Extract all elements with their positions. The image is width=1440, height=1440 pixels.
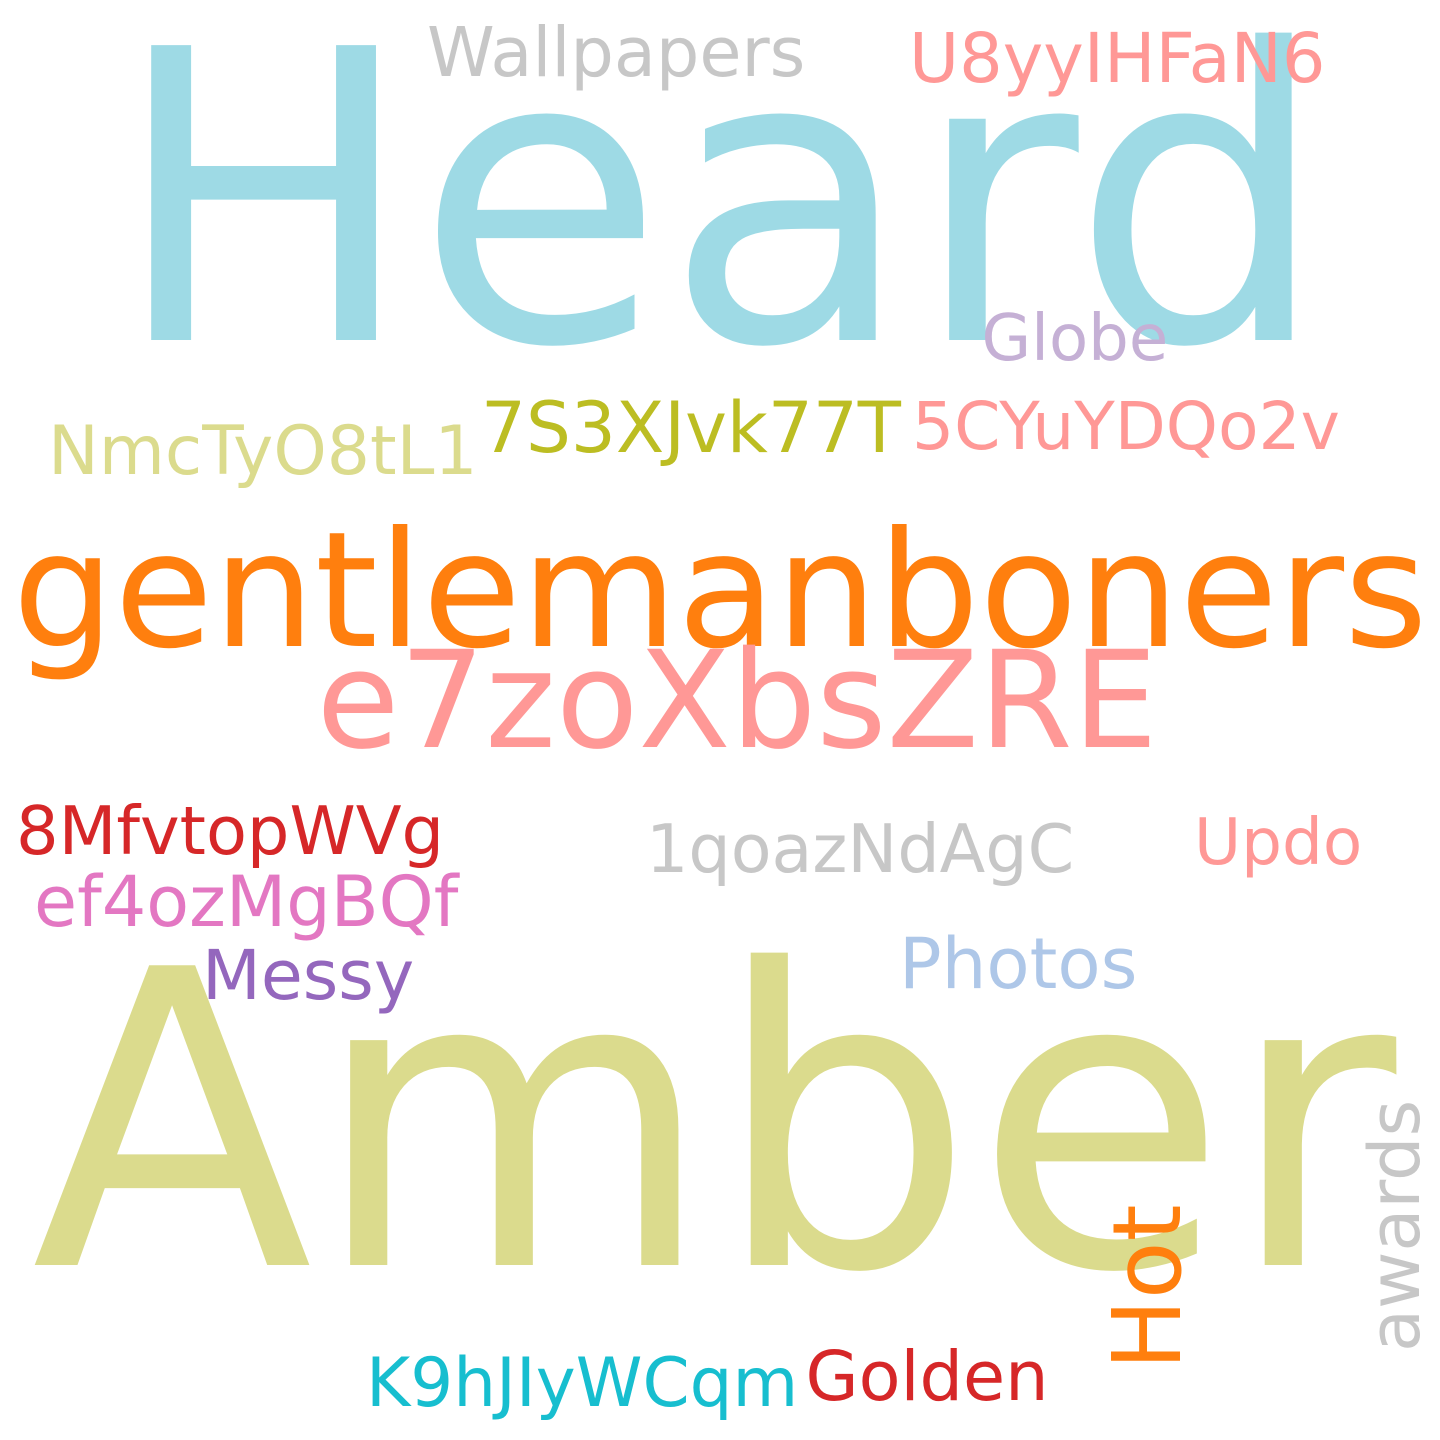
word-5cyuydqo2v: 5CYuYDQo2v (912, 387, 1340, 465)
word-hot: Hot (1093, 1204, 1203, 1370)
word-ef4ozmgbqf: ef4ozMgBQf (34, 861, 459, 943)
word-updo: Updo (1194, 805, 1363, 880)
word-globe: Globe (981, 302, 1169, 376)
word-amber: Amber (31, 882, 1397, 1362)
word-gentlemanboners: gentlemanboners (12, 496, 1428, 684)
word-1qoazndagc: 1qoazNdAgC (646, 809, 1075, 888)
word-k9hjiywcqm: K9hJIyWCqm (366, 1343, 799, 1422)
word-messy: Messy (202, 937, 415, 1016)
word-golden: Golden (805, 1336, 1049, 1417)
word-awards: awards (1354, 1099, 1436, 1352)
word-e7zoxbszre: e7zoXbsZRE (316, 621, 1158, 779)
word-u8yyihfan6: U8yyIHFaN6 (909, 18, 1326, 99)
word-8mfvtopwvg: 8MfvtopWVg (16, 791, 445, 870)
word-photos: Photos (899, 921, 1138, 1005)
word-nmctyo8tl1: NmcTyO8tL1 (48, 412, 478, 491)
word-wallpapers: Wallpapers (427, 12, 806, 93)
word-heard: Heard (111, 0, 1329, 436)
word-7s3xjvk77t: 7S3XJvk77T (481, 385, 901, 469)
